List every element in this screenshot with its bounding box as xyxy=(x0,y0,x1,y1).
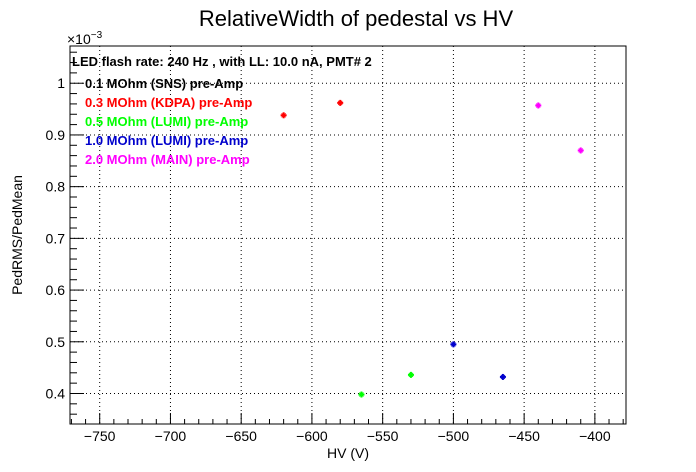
y-tick-label: 0.7 xyxy=(46,230,66,246)
axis-ticks xyxy=(70,51,624,424)
data-point xyxy=(280,112,287,119)
y-tick-label: 0.4 xyxy=(46,385,66,401)
annotation-box: LED flash rate: 240 Hz , with LL: 10.0 n… xyxy=(72,54,372,69)
legend-entry: 0.1 MOhm (SNS) pre-Amp xyxy=(85,76,243,91)
y-tick-label: 0.9 xyxy=(46,127,66,143)
legend-entry: 0.5 MOhm (LUMI) pre-Amp xyxy=(85,114,248,129)
x-tick-labels: −750 −700 −650 −600 −550 −500 −450 −400 xyxy=(84,428,611,444)
annotation-text: LED flash rate: 240 Hz , with LL: 10.0 n… xyxy=(72,54,372,69)
legend-entry: 1.0 MOhm (LUMI) pre-Amp xyxy=(85,133,248,148)
chart-title: RelativeWidth of pedestal vs HV xyxy=(199,6,514,31)
grid-lines xyxy=(70,46,626,424)
legend-entry: 2.0 MOhm (MAIN) pre-Amp xyxy=(85,152,250,167)
x-tick-label: −750 xyxy=(84,428,116,444)
y-multiplier: ×10−3 xyxy=(67,30,103,47)
plot-frame xyxy=(69,45,627,425)
x-tick-label: −450 xyxy=(508,428,540,444)
x-tick-label: −400 xyxy=(579,428,611,444)
x-tick-label: −550 xyxy=(367,428,399,444)
x-tick-label: −650 xyxy=(225,428,257,444)
data-point xyxy=(535,102,542,109)
x-tick-label: −600 xyxy=(296,428,328,444)
y-tick-labels: 0.4 0.5 0.6 0.7 0.8 0.9 1 xyxy=(46,75,66,401)
data-point xyxy=(499,373,506,380)
y-axis-label: PedRMS/PedMean xyxy=(9,175,25,295)
x-axis-label: HV (V) xyxy=(327,445,369,461)
data-points xyxy=(280,99,584,398)
data-point xyxy=(450,341,457,348)
data-point xyxy=(337,99,344,106)
data-point xyxy=(358,391,365,398)
legend-entry: 0.3 MOhm (KDPA) pre-Amp xyxy=(85,95,252,110)
plot-area xyxy=(69,45,627,425)
data-point xyxy=(577,147,584,154)
legend: 0.1 MOhm (SNS) pre-Amp 0.3 MOhm (KDPA) pr… xyxy=(85,76,252,167)
y-tick-label: 0.8 xyxy=(46,179,66,195)
data-point xyxy=(407,371,414,378)
y-tick-label: 0.5 xyxy=(46,334,66,350)
x-tick-label: −700 xyxy=(155,428,187,444)
y-tick-label: 0.6 xyxy=(46,282,66,298)
y-multiplier-base: ×10 xyxy=(67,31,91,47)
y-multiplier-exponent: −3 xyxy=(91,30,103,41)
x-tick-label: −500 xyxy=(438,428,470,444)
y-tick-label: 1 xyxy=(57,75,65,91)
